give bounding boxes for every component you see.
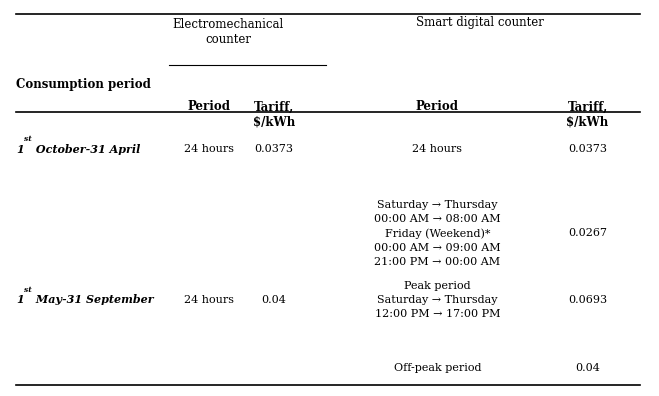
Text: 1: 1 bbox=[16, 294, 24, 305]
Text: 0.0693: 0.0693 bbox=[568, 295, 607, 305]
Text: 0.04: 0.04 bbox=[262, 295, 287, 305]
Text: st: st bbox=[24, 286, 32, 294]
Text: 24 hours: 24 hours bbox=[184, 144, 233, 154]
Text: 24 hours: 24 hours bbox=[413, 144, 463, 154]
Text: Saturday → Thursday
00:00 AM → 08:00 AM
Friday (Weekend)*
00:00 AM → 09:00 AM
21: Saturday → Thursday 00:00 AM → 08:00 AM … bbox=[374, 200, 501, 267]
Text: Off-peak period: Off-peak period bbox=[393, 363, 481, 373]
Text: Smart digital counter: Smart digital counter bbox=[416, 17, 544, 29]
Text: 0.0373: 0.0373 bbox=[254, 144, 293, 154]
Text: May-31 September: May-31 September bbox=[32, 294, 154, 305]
Text: Tariff,
$/kWh: Tariff, $/kWh bbox=[253, 101, 295, 128]
Text: Period: Period bbox=[187, 101, 230, 113]
Text: 0.0267: 0.0267 bbox=[568, 228, 607, 238]
Text: Peak period
Saturday → Thursday
12:00 PM → 17:00 PM: Peak period Saturday → Thursday 12:00 PM… bbox=[374, 280, 500, 318]
Text: 0.0373: 0.0373 bbox=[568, 144, 607, 154]
Text: 0.04: 0.04 bbox=[575, 363, 600, 373]
Text: Tariff,
$/kWh: Tariff, $/kWh bbox=[567, 101, 609, 128]
Text: Electromechanical
counter: Electromechanical counter bbox=[173, 18, 284, 46]
Text: st: st bbox=[24, 135, 32, 143]
Text: Consumption period: Consumption period bbox=[16, 78, 151, 91]
Text: Period: Period bbox=[416, 101, 459, 113]
Text: October-31 April: October-31 April bbox=[32, 144, 140, 155]
Text: 1: 1 bbox=[16, 144, 24, 155]
Text: 24 hours: 24 hours bbox=[184, 295, 233, 305]
